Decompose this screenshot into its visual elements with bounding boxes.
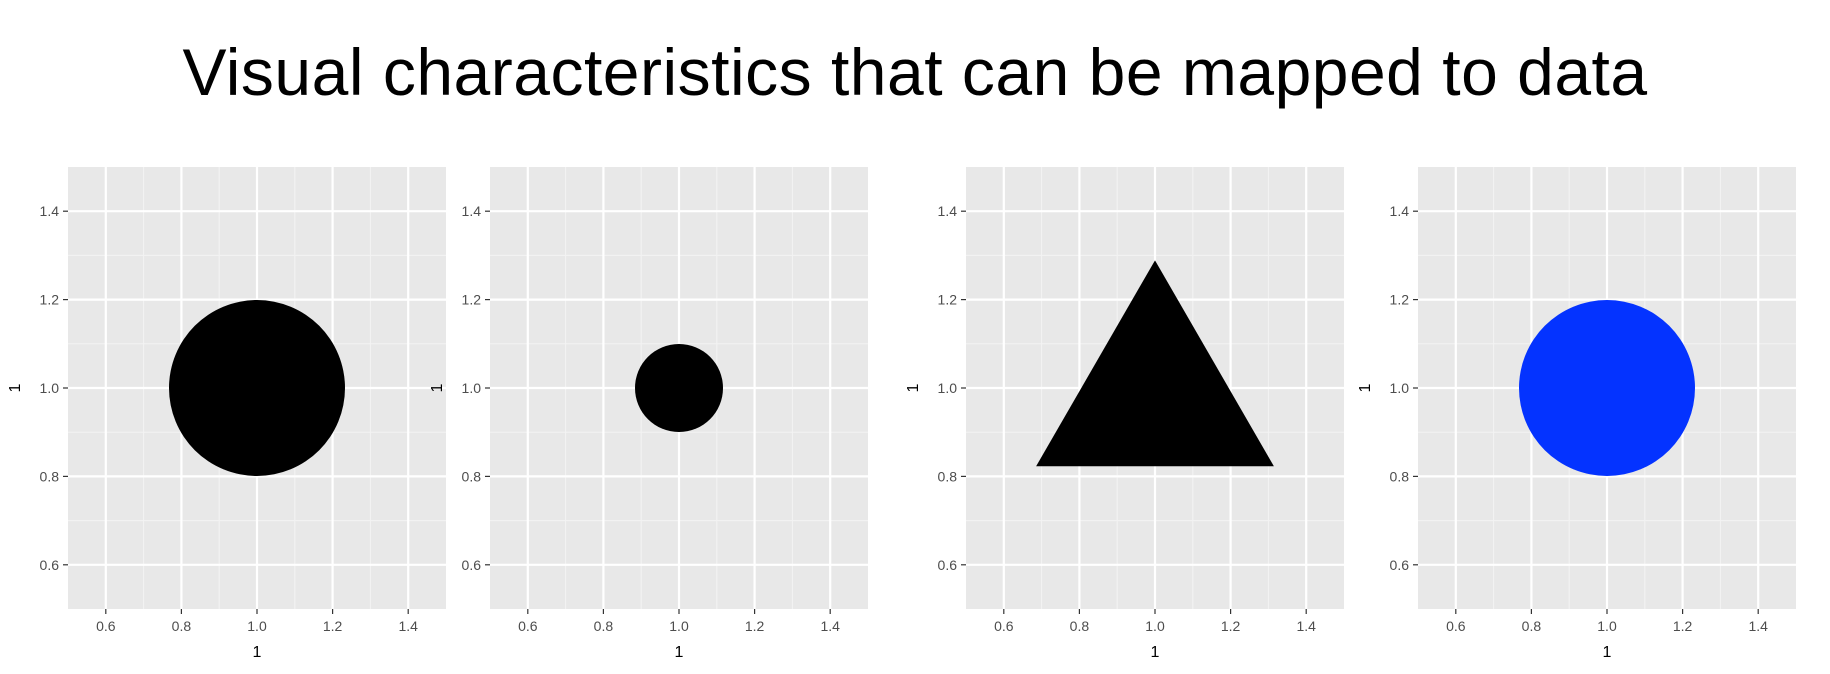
chart-panel-3: 0.6 0.8 1.0 1.2 1.4 0.6 0.8 1.0 1.2 1.4 1 1 [905,167,1344,661]
y-tick-label: 1.2 [462,292,482,308]
y-tick-label: 1.2 [40,292,60,308]
y-tick-label: 0.8 [1390,468,1410,484]
y-tick-label: 1.2 [938,292,958,308]
y-tick-label: 0.6 [462,557,482,573]
y-axis-title: 1 [429,383,446,392]
y-axis-title: 1 [1357,383,1374,392]
x-tick-label: 1.4 [820,618,840,634]
x-tick-label: 0.8 [594,618,614,634]
x-axis-title: 1 [675,644,684,661]
y-tick-label: 1.4 [462,203,482,219]
y-tick-label: 0.6 [40,557,60,573]
data-point-circle [169,300,345,476]
chart-panel-4: 0.6 0.8 1.0 1.2 1.4 0.6 0.8 1.0 1.2 1.4 1 1 [1357,167,1796,661]
x-tick-label: 1.0 [1145,618,1165,634]
slide-title: Visual characteristics that can be mappe… [182,35,1648,109]
x-tick-label: 0.8 [1522,618,1542,634]
y-tick-label: 1.0 [1390,380,1410,396]
x-tick-label: 1.4 [1296,618,1316,634]
y-tick-label: 1.4 [40,203,60,219]
y-tick-label: 1.0 [462,380,482,396]
data-point-circle [1519,300,1695,476]
x-tick-label: 1.2 [745,618,765,634]
x-tick-label: 1.4 [1748,618,1768,634]
x-tick-label: 1.2 [323,618,343,634]
x-tick-label: 0.6 [1446,618,1466,634]
x-tick-label: 1.2 [1221,618,1241,634]
x-axis-title: 1 [1603,644,1612,661]
x-tick-label: 1.2 [1673,618,1693,634]
x-tick-label: 1.0 [247,618,267,634]
x-tick-label: 1.4 [398,618,418,634]
chart-panel-2: 0.6 0.8 1.0 1.2 1.4 0.6 0.8 1.0 1.2 1.4 1 1 [429,167,868,661]
data-point-triangle [1036,260,1274,467]
y-axis-title: 1 [905,383,922,392]
chart-panel-1: 0.6 0.8 1.0 1.2 1.4 0.6 0.8 1.0 1.2 1.4 1 1 [7,167,446,661]
y-tick-label: 1.2 [1390,292,1410,308]
y-tick-label: 0.8 [938,468,958,484]
y-axis-title: 1 [7,383,24,392]
x-tick-label: 1.0 [669,618,689,634]
x-tick-label: 0.8 [172,618,192,634]
y-tick-label: 1.4 [938,203,958,219]
x-tick-label: 0.6 [518,618,538,634]
y-tick-label: 1.0 [40,380,60,396]
y-tick-label: 0.6 [1390,557,1410,573]
x-tick-label: 1.0 [1597,618,1617,634]
x-tick-label: 0.6 [994,618,1014,634]
y-tick-label: 0.8 [462,468,482,484]
y-tick-label: 1.0 [938,380,958,396]
y-tick-label: 0.6 [938,557,958,573]
x-tick-label: 0.6 [96,618,116,634]
y-tick-label: 1.4 [1390,203,1410,219]
x-axis-title: 1 [253,644,262,661]
x-axis-title: 1 [1151,644,1160,661]
data-point-circle [635,344,723,432]
y-tick-label: 0.8 [40,468,60,484]
x-tick-label: 0.8 [1070,618,1090,634]
